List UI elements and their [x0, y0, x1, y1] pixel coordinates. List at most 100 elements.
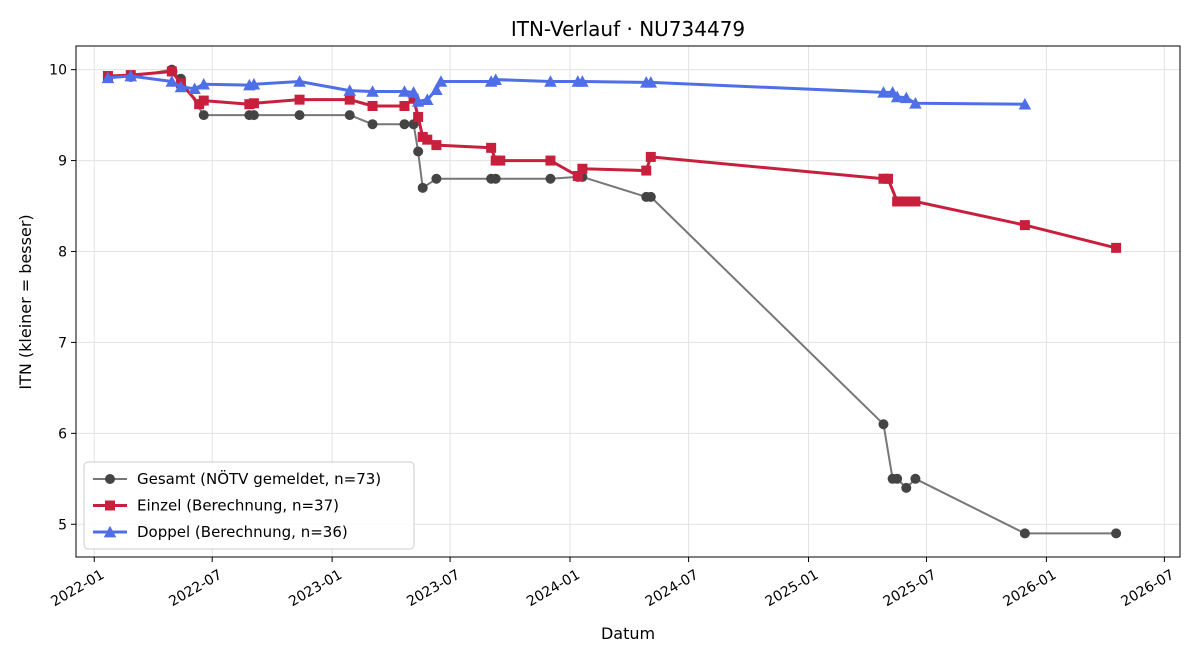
data-point — [1111, 242, 1122, 253]
data-point — [645, 151, 656, 162]
data-point — [901, 196, 912, 207]
data-point — [1111, 528, 1122, 539]
data-point — [367, 119, 378, 130]
y-tick-label: 6 — [58, 426, 67, 442]
series-line — [107, 70, 1117, 250]
data-point — [197, 77, 210, 90]
data-point — [434, 75, 448, 87]
data-point — [489, 73, 502, 85]
data-point — [901, 482, 912, 493]
plot-area — [75, 45, 1181, 558]
legend-item-gesamt: Gesamt (NÖTV gemeldet, n=73) — [93, 469, 381, 488]
data-point — [294, 110, 305, 121]
data-point — [399, 101, 410, 112]
data-point — [883, 173, 894, 184]
x-tick-label: 2025-01 — [763, 567, 822, 610]
data-point — [576, 75, 589, 87]
data-point — [343, 84, 356, 96]
data-point — [892, 473, 903, 484]
x-tick-label: 2022-07 — [166, 567, 225, 610]
data-point — [101, 71, 115, 84]
y-tick-label: 7 — [58, 335, 67, 351]
x-tick-label: 2026-07 — [1118, 567, 1177, 610]
data-point — [247, 77, 261, 90]
data-point — [545, 155, 556, 166]
data-point — [398, 85, 411, 97]
data-point — [1019, 528, 1030, 539]
data-point — [124, 69, 137, 82]
y-axis: 5 6 7 8 9 10 — [49, 63, 76, 533]
data-point — [411, 95, 425, 107]
data-point — [198, 95, 209, 106]
data-point — [198, 110, 209, 121]
legend-box — [83, 461, 415, 550]
data-point — [431, 140, 442, 151]
data-point — [645, 191, 656, 202]
data-point — [909, 97, 922, 109]
data-point — [344, 110, 355, 121]
y-tick-label: 8 — [58, 244, 67, 260]
data-point — [293, 75, 306, 87]
x-axis-label: Datum — [601, 624, 655, 643]
data-point — [1019, 220, 1030, 231]
data-point — [910, 473, 921, 484]
data-point — [166, 66, 177, 77]
data-point — [545, 173, 556, 184]
data-point — [248, 110, 259, 121]
series-einzel — [102, 66, 1122, 253]
data-point — [294, 94, 305, 105]
legend-label: Doppel (Berechnung, n=36) — [137, 523, 348, 541]
data-point — [495, 155, 506, 166]
data-point — [105, 474, 115, 484]
data-point — [910, 196, 921, 207]
data-point — [413, 111, 424, 122]
data-point — [1018, 97, 1032, 110]
data-point — [344, 94, 355, 105]
series-doppel — [101, 69, 1032, 110]
data-point — [431, 173, 442, 184]
data-point — [421, 93, 434, 105]
x-tick-label: 2024-01 — [524, 567, 583, 610]
data-point — [399, 119, 410, 130]
data-point — [248, 98, 259, 109]
data-point — [366, 85, 379, 97]
data-point — [165, 75, 179, 87]
data-point — [105, 500, 115, 511]
series-layer — [101, 64, 1122, 539]
legend-label: Einzel (Berechnung, n=37) — [137, 497, 339, 515]
data-point — [422, 134, 433, 145]
data-point — [877, 86, 890, 98]
data-point — [407, 86, 420, 98]
y-tick-label: 9 — [58, 154, 67, 170]
y-tick-label: 10 — [49, 63, 67, 79]
data-point — [572, 171, 583, 182]
data-point — [890, 90, 904, 103]
data-point — [188, 82, 201, 95]
data-point — [577, 163, 588, 174]
legend: Gesamt (NÖTV gemeldet, n=73) Einzel (Bere… — [83, 461, 415, 550]
data-point — [900, 91, 913, 104]
legend-item-doppel: Doppel (Berechnung, n=36) — [93, 523, 348, 541]
data-point — [892, 196, 903, 207]
data-point — [486, 142, 497, 153]
legend-label: Gesamt (NÖTV gemeldet, n=73) — [137, 469, 381, 488]
data-point — [878, 419, 889, 430]
data-point — [544, 75, 557, 87]
data-point — [413, 146, 424, 157]
chart-title: ITN-Verlauf · NU734479 — [511, 17, 745, 41]
y-tick-label: 5 — [58, 517, 67, 533]
data-point — [408, 93, 419, 104]
x-tick-label: 2024-07 — [643, 567, 702, 610]
data-point — [641, 165, 652, 176]
data-point — [490, 173, 501, 184]
data-point — [174, 80, 188, 93]
data-point — [430, 83, 443, 95]
data-point — [644, 76, 658, 88]
x-axis: 2022-01 2022-07 2023-01 2023-07 2024-01 2024-… — [48, 557, 1177, 610]
x-tick-label: 2025-07 — [881, 567, 940, 610]
data-point — [103, 525, 117, 538]
x-tick-label: 2023-01 — [286, 567, 345, 610]
legend-item-einzel: Einzel (Berechnung, n=37) — [93, 497, 339, 515]
x-tick-label: 2023-07 — [404, 567, 463, 610]
